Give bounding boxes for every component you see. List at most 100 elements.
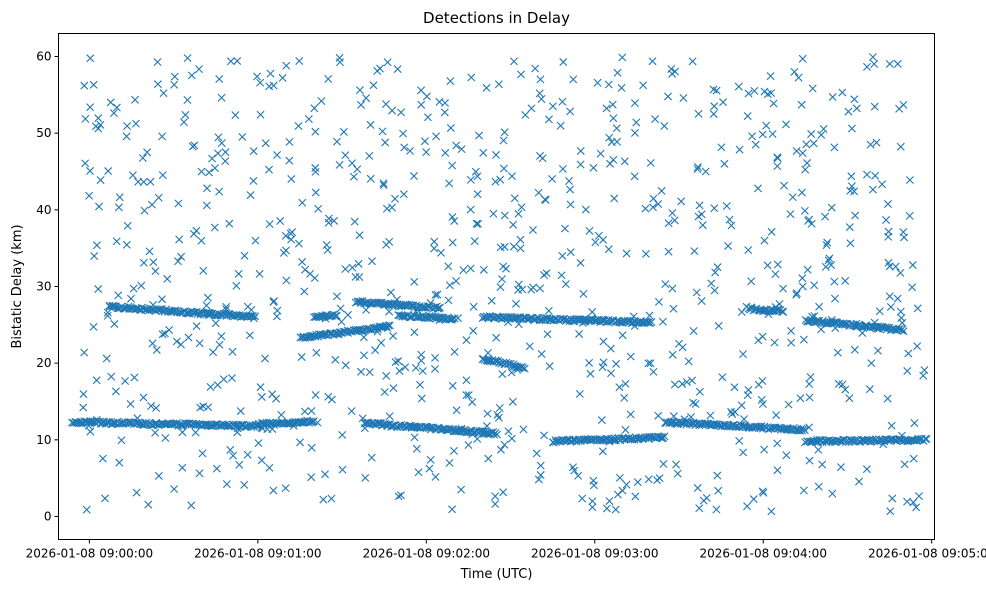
clutter-point xyxy=(798,149,807,158)
clutter-point xyxy=(228,347,237,356)
clutter-point xyxy=(586,369,595,378)
clutter-point xyxy=(311,127,320,136)
track-point xyxy=(266,418,275,427)
plot-frame xyxy=(58,33,935,540)
clutter-point xyxy=(611,505,620,514)
clutter-point xyxy=(362,94,371,103)
clutter-point xyxy=(597,416,606,425)
clutter-point xyxy=(86,427,95,436)
clutter-point xyxy=(714,486,723,495)
clutter-point xyxy=(80,348,89,357)
track-point xyxy=(450,314,459,323)
clutter-point xyxy=(499,262,508,271)
clutter-point xyxy=(695,504,704,513)
clutter-point xyxy=(183,96,192,104)
clutter-point xyxy=(615,473,624,482)
track-point xyxy=(311,332,320,341)
clutter-point xyxy=(589,476,598,485)
clutter-point xyxy=(307,406,316,415)
clutter-point xyxy=(114,291,123,300)
clutter-point xyxy=(668,209,677,218)
clutter-point xyxy=(103,308,112,317)
clutter-point xyxy=(128,171,137,180)
clutter-point xyxy=(265,82,274,91)
clutter-point xyxy=(355,86,364,95)
clutter-point xyxy=(107,372,116,381)
clutter-point xyxy=(377,338,386,347)
clutter-point xyxy=(866,140,875,149)
clutter-point xyxy=(740,415,748,424)
clutter-point xyxy=(126,400,135,409)
clutter-point xyxy=(606,159,615,168)
clutter-point xyxy=(132,488,141,497)
clutter-point xyxy=(593,78,602,87)
clutter-point xyxy=(810,312,819,321)
clutter-point xyxy=(382,204,391,213)
track-point xyxy=(580,435,589,444)
clutter-point xyxy=(664,92,672,101)
clutter-point xyxy=(728,410,737,418)
clutter-point xyxy=(576,146,585,155)
clutter-point xyxy=(670,380,679,389)
clutter-point xyxy=(631,492,640,501)
clutter-point xyxy=(103,311,112,320)
clutter-point xyxy=(139,258,148,267)
clutter-point xyxy=(698,221,707,230)
clutter-point xyxy=(444,262,453,271)
clutter-point xyxy=(693,163,702,172)
clutter-point xyxy=(452,406,461,415)
clutter-point xyxy=(805,456,814,465)
clutter-point xyxy=(649,367,658,376)
clutter-point xyxy=(544,115,553,124)
clutter-point xyxy=(773,260,782,269)
clutter-point xyxy=(265,220,274,229)
track-point xyxy=(332,311,341,320)
clutter-point xyxy=(775,299,784,308)
clutter-point xyxy=(578,494,587,503)
clutter-point xyxy=(621,379,630,388)
clutter-point xyxy=(887,421,896,430)
clutter-point xyxy=(256,383,265,392)
clutter-point xyxy=(379,179,388,188)
clutter-point xyxy=(766,72,775,81)
clutter-point xyxy=(153,80,162,89)
clutter-point xyxy=(388,203,397,212)
clutter-point xyxy=(423,113,432,122)
clutter-point xyxy=(437,248,445,257)
clutter-point xyxy=(210,164,219,173)
clutter-point xyxy=(143,148,152,157)
clutter-point xyxy=(396,491,405,500)
clutter-point xyxy=(871,171,880,180)
clutter-point xyxy=(673,469,682,478)
clutter-point xyxy=(265,463,274,472)
clutter-point xyxy=(575,389,584,398)
clutter-point xyxy=(697,296,706,305)
clutter-point xyxy=(343,310,352,319)
clutter-point xyxy=(115,458,124,467)
clutter-point xyxy=(414,468,423,477)
clutter-point xyxy=(664,219,673,228)
clutter-point xyxy=(598,447,607,456)
clutter-point xyxy=(269,486,278,495)
clutter-point xyxy=(178,428,187,437)
clutter-point xyxy=(760,236,769,245)
clutter-point xyxy=(576,258,585,267)
clutter-point xyxy=(123,221,132,230)
clutter-point xyxy=(489,209,498,218)
clutter-point xyxy=(369,81,378,90)
clutter-point xyxy=(84,421,93,430)
clutter-point xyxy=(908,261,917,270)
clutter-point xyxy=(632,118,641,127)
clutter-point xyxy=(796,394,805,403)
clutter-point xyxy=(713,263,722,272)
clutter-point xyxy=(496,283,505,292)
clutter-point xyxy=(209,348,218,357)
clutter-point xyxy=(281,246,290,255)
clutter-point xyxy=(788,193,797,202)
clutter-point xyxy=(311,188,320,197)
clutter-point xyxy=(86,54,95,63)
clutter-point xyxy=(831,324,840,333)
clutter-point xyxy=(211,319,220,328)
clutter-point xyxy=(885,292,894,301)
clutter-point xyxy=(870,102,879,111)
